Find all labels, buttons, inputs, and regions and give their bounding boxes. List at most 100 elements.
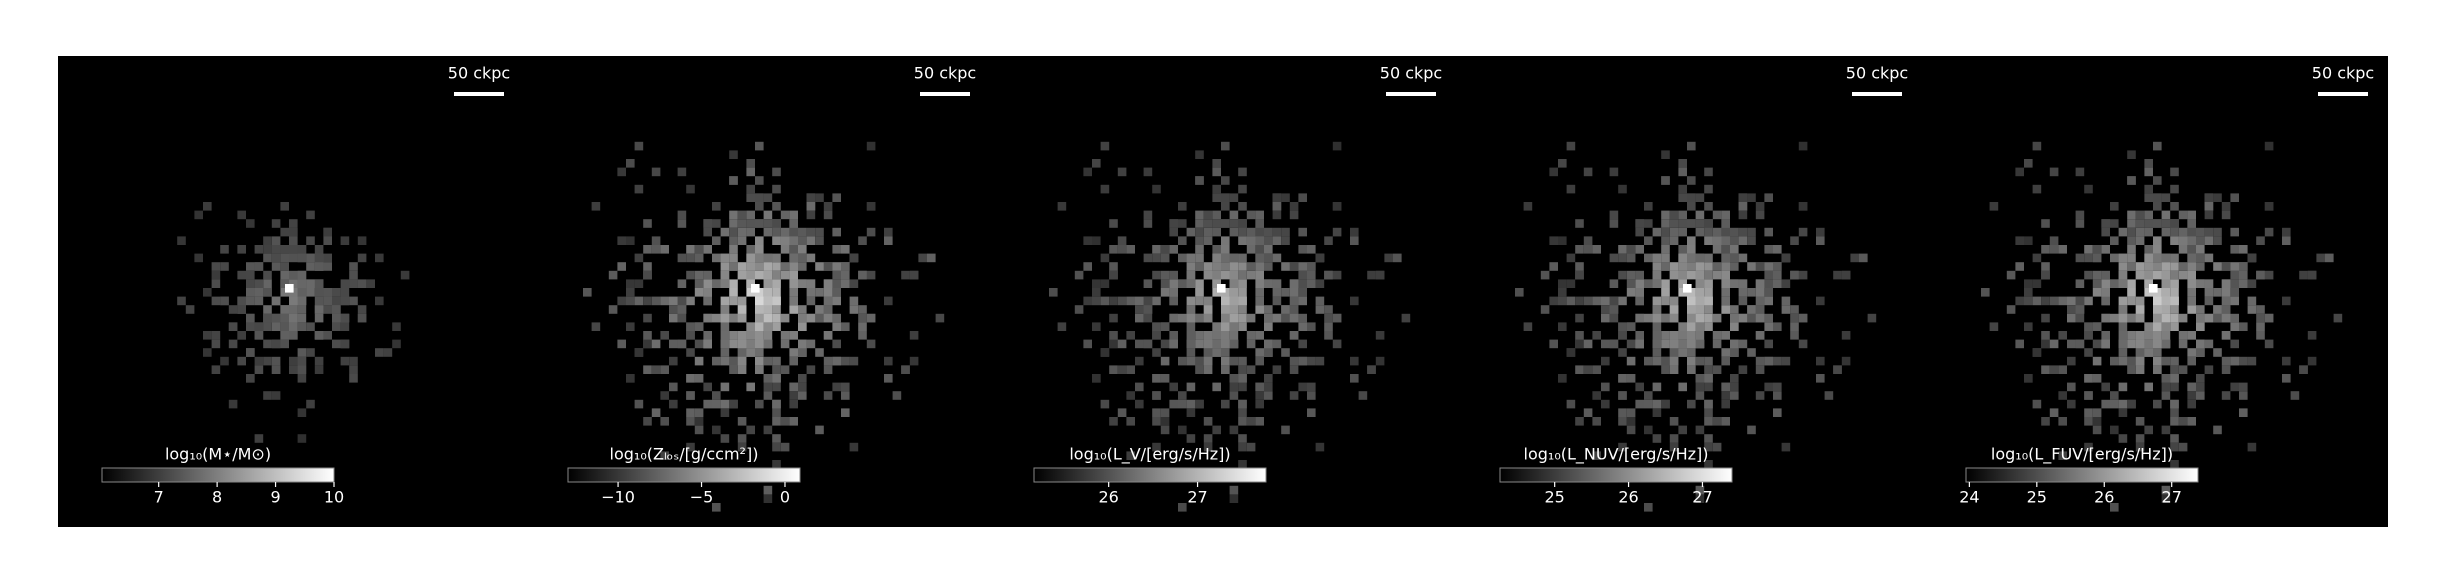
- pixel: [237, 356, 246, 366]
- pixel: [297, 270, 307, 280]
- pixel: [1764, 296, 1773, 306]
- pixel: [2135, 356, 2145, 366]
- pixel: [1212, 193, 1221, 202]
- pixel: [789, 391, 798, 400]
- pixel: [686, 442, 695, 452]
- pixel: [1135, 339, 1144, 349]
- core-pixel: [751, 284, 760, 293]
- pixel: [1092, 236, 1101, 245]
- pixel: [1324, 270, 1333, 280]
- pixel: [1212, 227, 1221, 237]
- pixel: [669, 339, 678, 349]
- pixel: [1229, 356, 1239, 366]
- colorbar: [1965, 467, 2199, 483]
- pixel: [1298, 296, 1307, 306]
- pixel: [306, 253, 315, 263]
- pixel: [746, 382, 755, 392]
- pixel: [340, 356, 350, 366]
- pixel: [1687, 322, 1696, 331]
- pixel: [703, 382, 712, 392]
- pixel: [823, 202, 833, 211]
- pixel: [2118, 253, 2128, 263]
- pixel: [1246, 270, 1256, 280]
- pixel: [1298, 339, 1307, 349]
- pixel: [798, 391, 807, 400]
- pixel: [2333, 313, 2343, 323]
- pixel: [1152, 374, 1161, 383]
- pixel: [2230, 296, 2239, 306]
- pixel: [1298, 227, 1307, 237]
- pixel: [1255, 296, 1264, 306]
- pixel: [1575, 331, 1584, 340]
- pixel: [2118, 305, 2128, 314]
- pixel: [1109, 245, 1118, 254]
- pixel: [271, 313, 281, 323]
- pixel: [1721, 245, 1730, 254]
- pixel: [1272, 227, 1282, 237]
- pixel: [737, 227, 747, 237]
- pixel: [2118, 313, 2128, 323]
- pixel: [1169, 331, 1178, 340]
- pixel: [746, 270, 755, 280]
- pixel: [246, 288, 255, 297]
- pixel: [2049, 339, 2059, 349]
- pixel: [2213, 262, 2222, 271]
- pixel: [280, 313, 289, 323]
- pixel: [1841, 270, 1851, 280]
- pixel: [866, 313, 876, 323]
- pixel: [789, 236, 798, 245]
- pixel: [1635, 245, 1644, 254]
- pixel: [1601, 382, 1610, 392]
- pixel: [677, 305, 687, 314]
- pixel: [1592, 331, 1601, 340]
- pixel: [772, 167, 781, 177]
- pixel: [720, 305, 730, 314]
- pixel: [2178, 313, 2188, 323]
- pixel: [1687, 176, 1696, 185]
- pixel: [1695, 279, 1705, 288]
- pixel: [1160, 374, 1170, 383]
- pixel: [1143, 313, 1153, 323]
- pixel: [1246, 417, 1256, 426]
- pixel: [2092, 253, 2102, 263]
- pixel: [323, 305, 332, 314]
- pixel: [1315, 356, 1325, 366]
- pixel: [935, 313, 945, 323]
- pixel: [2110, 279, 2119, 288]
- pixel: [617, 236, 626, 245]
- pixel: [340, 279, 350, 288]
- pixel: [2213, 227, 2222, 237]
- pixel: [720, 322, 730, 331]
- pixel: [755, 236, 764, 245]
- pixel: [694, 253, 704, 263]
- pixel: [772, 365, 781, 374]
- pixel: [1195, 176, 1204, 185]
- pixel: [1669, 219, 1679, 228]
- pixel: [2282, 227, 2291, 237]
- pixel: [841, 382, 850, 392]
- pixel: [660, 391, 669, 400]
- pixel: [677, 210, 687, 220]
- pixel: [228, 305, 238, 314]
- pixel: [1135, 305, 1144, 314]
- pixel: [375, 296, 384, 306]
- pixel: [1289, 210, 1299, 220]
- pixel: [1272, 202, 1282, 211]
- pixel: [2084, 348, 2093, 357]
- pixel: [789, 296, 798, 306]
- pixel: [694, 425, 704, 435]
- pixel: [1704, 417, 1713, 426]
- pixel: [2161, 313, 2171, 323]
- pixel: [1704, 219, 1713, 228]
- pixel: [1057, 322, 1067, 331]
- pixel: [2092, 417, 2102, 426]
- pixel: [246, 262, 255, 271]
- pixel: [1704, 253, 1713, 263]
- colorbar-tick-label: 24: [1959, 488, 1979, 507]
- pixel: [1255, 399, 1264, 409]
- pixel: [1833, 270, 1842, 280]
- pixel: [280, 253, 289, 263]
- pixel: [2153, 219, 2162, 228]
- pixel: [2110, 253, 2119, 263]
